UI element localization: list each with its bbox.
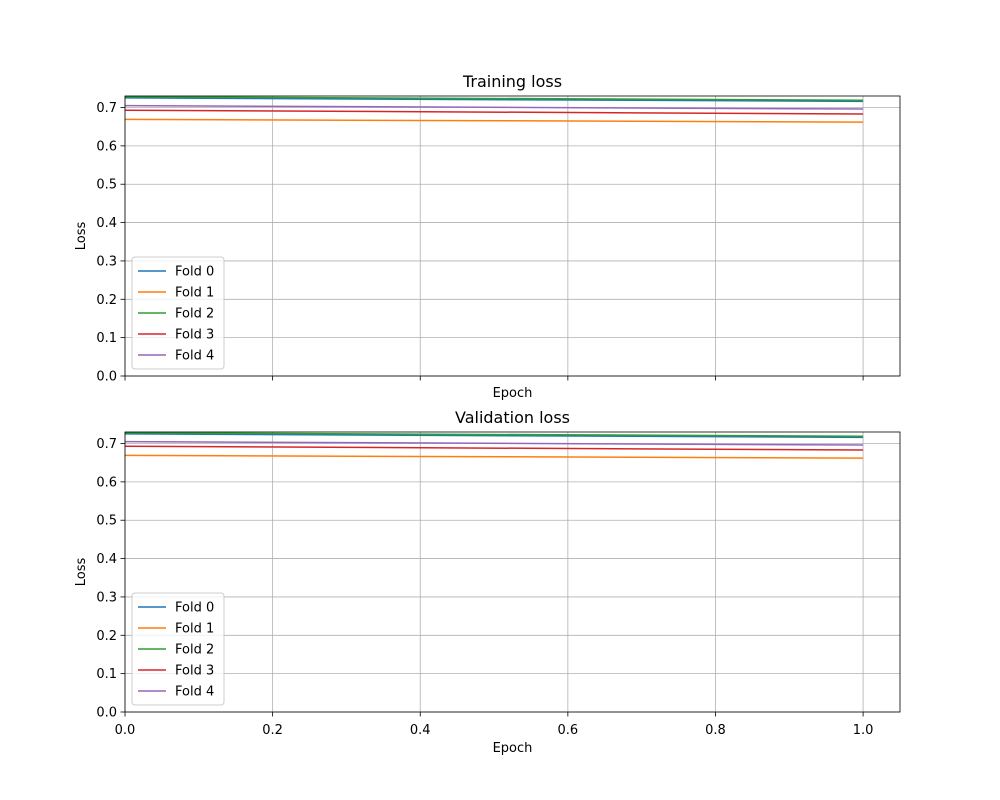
- axes-frame: [124, 431, 901, 713]
- grid-lines: [124, 432, 900, 713]
- legend-label-fold-2: Fold 2: [175, 643, 214, 658]
- series-line-fold-4: [124, 440, 864, 446]
- legend-label-fold-4: Fold 4: [175, 685, 214, 700]
- y-tick-label: 0.6: [96, 475, 117, 490]
- legend-box: [131, 256, 225, 370]
- legend-label-fold-1: Fold 1: [175, 622, 214, 637]
- series-line-fold-3: [124, 445, 864, 451]
- y-tick-label: 0.4: [96, 216, 117, 231]
- x-tick-label: 1.0: [853, 723, 874, 738]
- legend-label-fold-2: Fold 2: [175, 307, 214, 322]
- legend-label-fold-0: Fold 0: [175, 265, 214, 280]
- x-tick-label: 0.0: [115, 723, 136, 738]
- y-tick-label: 0.0: [96, 706, 117, 721]
- y-tick-label: 0.1: [96, 331, 117, 346]
- y-tick-label: 0.6: [96, 139, 117, 154]
- y-tick-label: 0.4: [96, 552, 117, 567]
- legend: Fold 0 Fold 1 Fold 2 Fold 3 Fold 4: [131, 592, 225, 706]
- series-line-fold-0: [124, 433, 864, 439]
- legend-label-fold-4: Fold 4: [175, 349, 214, 364]
- series-lines: [124, 96, 864, 123]
- y-axis-label: Loss: [74, 558, 89, 587]
- legend-label-fold-3: Fold 3: [175, 664, 214, 679]
- series-line-fold-0: [124, 97, 864, 103]
- y-tick-label: 0.7: [96, 101, 117, 116]
- y-tick-label: 0.5: [96, 514, 117, 529]
- x-tick-label: 0.8: [705, 723, 726, 738]
- y-tick-label: 0.1: [96, 667, 117, 682]
- legend-label-fold-3: Fold 3: [175, 328, 214, 343]
- legend-label-fold-0: Fold 0: [175, 601, 214, 616]
- y-tick-label: 0.3: [96, 254, 117, 269]
- series-line-fold-1: [124, 454, 864, 459]
- series-line-fold-3: [124, 109, 864, 115]
- y-tick-label: 0.3: [96, 590, 117, 605]
- chart-title: Training loss: [462, 72, 562, 91]
- chart-title: Validation loss: [455, 408, 570, 427]
- y-tick-label: 0.2: [96, 293, 117, 308]
- y-tick-label: 0.7: [96, 437, 117, 452]
- y-tick-label: 0.5: [96, 178, 117, 193]
- series-line-fold-2: [124, 96, 864, 101]
- x-axis-label: Epoch: [493, 386, 533, 401]
- series-lines: [124, 432, 864, 459]
- series-line-fold-4: [124, 104, 864, 110]
- legend: Fold 0 Fold 1 Fold 2 Fold 3 Fold 4: [131, 256, 225, 370]
- x-tick-label: 0.6: [558, 723, 579, 738]
- y-axis-label: Loss: [74, 222, 89, 251]
- subplot-training-loss: 0.0 0.1 0.2 0.3 0.4 0.5 0.6 0.7 Training loss Epo…: [74, 72, 901, 401]
- axes-frame: [124, 95, 901, 377]
- y-tick-label: 0.0: [96, 370, 117, 385]
- subplot-validation-loss: 0.0 0.2 0.4 0.6 0.8 1.0 0.0 0.1 0.2 0.3 0.4 0.5 0.6 0…: [74, 408, 901, 756]
- legend-label-fold-1: Fold 1: [175, 286, 214, 301]
- x-tick-label: 0.2: [262, 723, 283, 738]
- legend-box: [131, 592, 225, 706]
- series-line-fold-1: [124, 118, 864, 123]
- series-line-fold-2: [124, 432, 864, 437]
- y-tick-label: 0.2: [96, 629, 117, 644]
- x-tick-label: 0.4: [410, 723, 431, 738]
- x-axis-label: Epoch: [493, 741, 533, 756]
